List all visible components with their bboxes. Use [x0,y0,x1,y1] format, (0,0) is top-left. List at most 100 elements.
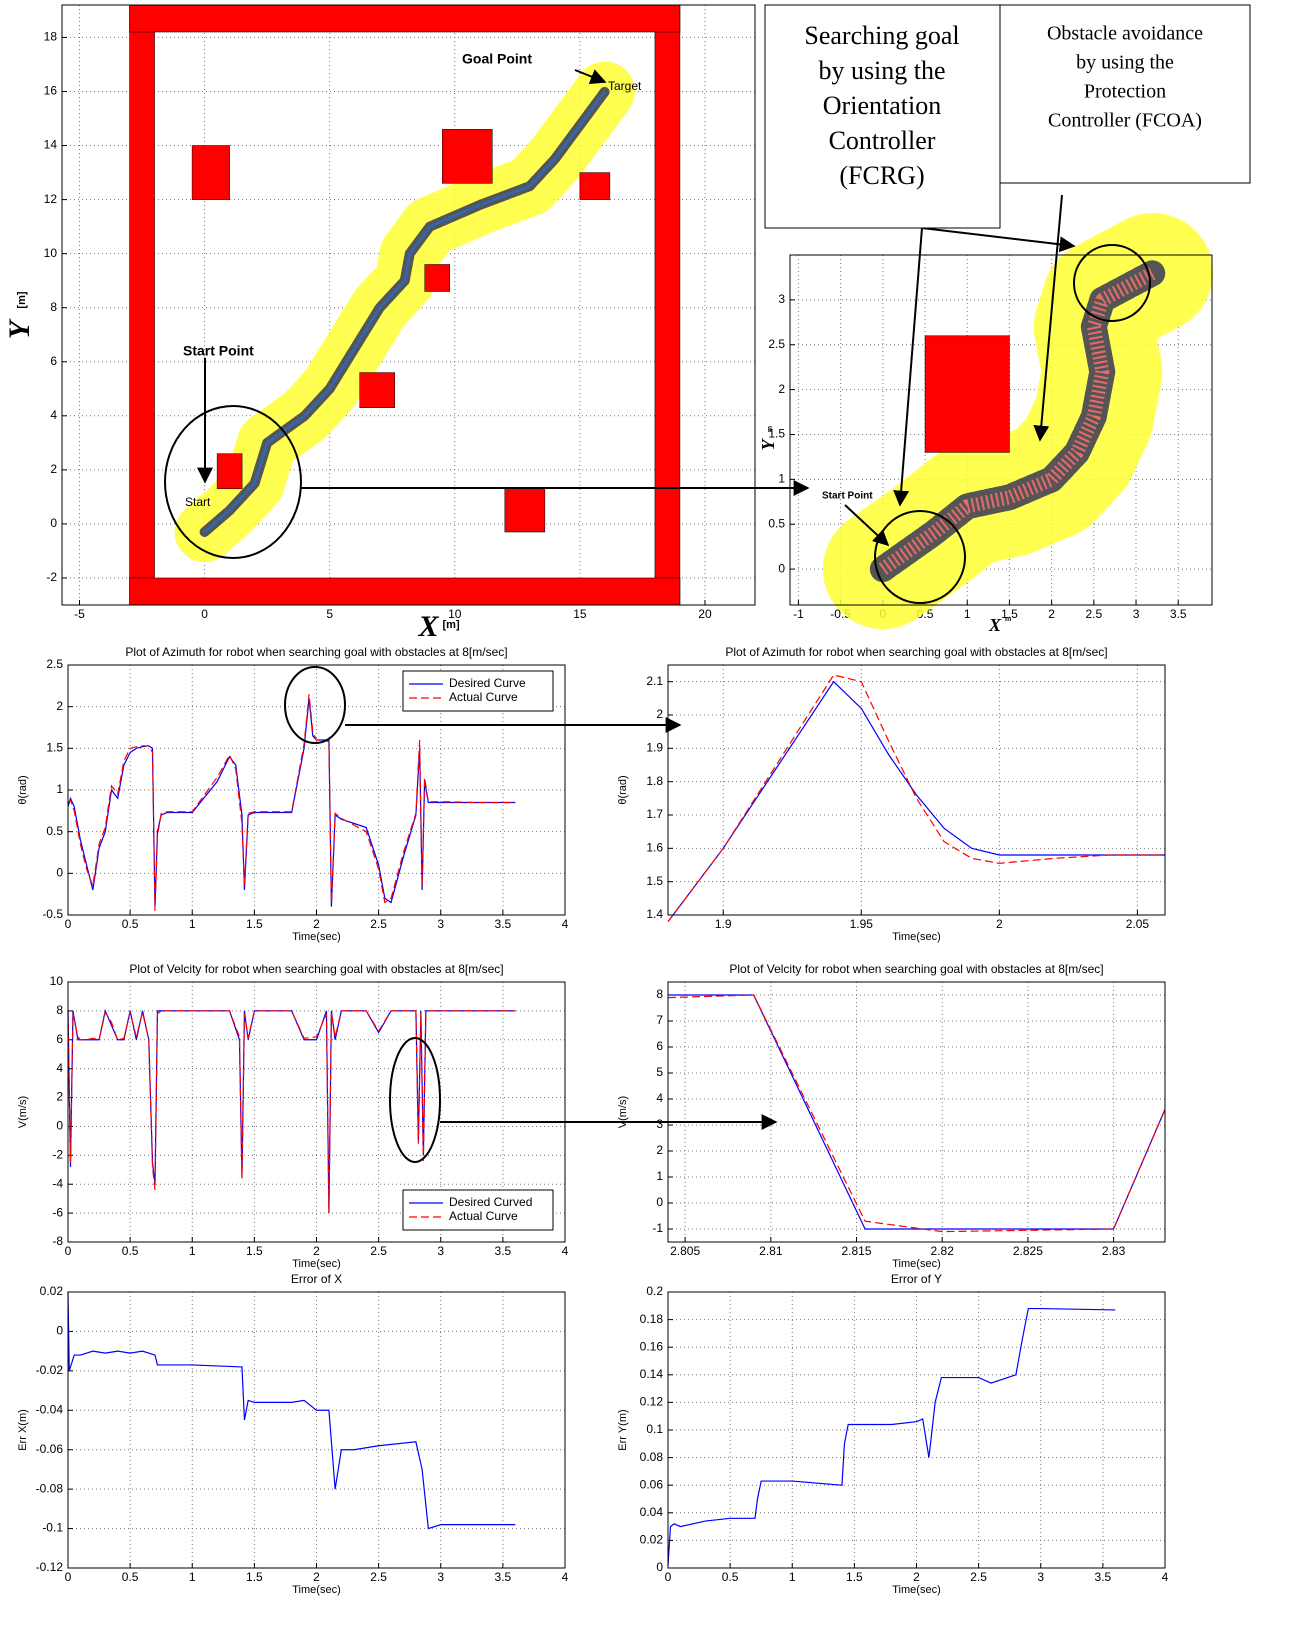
x-tick-label: 3 [1037,1570,1044,1584]
x-tick-label: 2.5 [370,1570,387,1584]
x-tick-label: 2 [996,917,1003,931]
plot-area [668,665,1165,915]
y-tick-label: 5 [656,1065,663,1079]
y-tick-label: 0.06 [640,1477,664,1491]
x-tick-label: 3.5 [1170,607,1187,621]
obstacle [360,373,395,408]
x-tick-label: 2.5 [970,1570,987,1584]
x-tick-label: -1 [793,607,804,621]
y-tick-label: 0 [778,561,785,575]
y-axis-label: Err X(m) [17,1409,29,1451]
x-tick-label: 3 [437,1570,444,1584]
x-tick-label: 0.5 [122,1244,139,1258]
x-axis-unit: m [1005,616,1011,623]
y-tick-label: -0.06 [36,1442,64,1456]
x-axis-label: X [988,615,1002,635]
legend-label: Actual Curve [449,1209,518,1223]
x-tick-label: 2.82 [931,1244,955,1258]
box-text: Controller [829,126,936,155]
y-tick-label: 1.7 [646,807,663,821]
chart-title: Error of X [291,1272,342,1286]
y-tick-label: 8 [56,1003,63,1017]
y-axis-unit: [m] [16,291,28,308]
x-tick-label: 4 [562,1570,569,1584]
y-tick-label: -0.04 [36,1402,64,1416]
y-tick-label: -0.02 [36,1363,64,1377]
x-axis-label: Time(sec) [892,931,940,943]
y-axis-label: Err Y(m) [617,1409,629,1450]
chart-body: 00.511.522.533.54-0.500.511.522.5Plot of… [17,645,569,943]
chart: 1.91.9522.051.41.51.61.71.81.922.1Plot o… [617,645,1165,943]
arrow [922,228,1074,246]
obstacle [130,5,155,605]
annotation: Start [185,495,211,509]
y-tick-label: -0.08 [36,1481,64,1495]
chart-body: 00.511.522.533.54-8-6-4-20246810Plot of … [17,962,569,1270]
y-axis-unit: m [767,426,774,432]
legend-label: Desired Curve [449,676,526,690]
plot-area [68,1292,565,1568]
chart: 00.511.522.533.5400.020.040.060.080.10.1… [617,1272,1169,1596]
y-tick-label: 3 [778,292,785,306]
y-tick-label: 1.6 [646,841,663,855]
x-tick-label: 0.5 [122,917,139,931]
y-tick-label: 1 [56,782,63,796]
x-tick-label: 1.9 [715,917,732,931]
obstacle [505,489,545,532]
box-text: Protection [1084,81,1166,103]
y-tick-label: 2 [56,1090,63,1104]
y-tick-label: 10 [44,246,58,260]
obstacle [442,129,492,183]
obstacle [192,146,230,200]
y-tick-label: -2 [52,1148,63,1162]
x-tick-label: 15 [573,607,587,621]
annotation: Start Point [822,491,873,502]
chart-body: -1-0.500.511.522.533.500.511.522.53Start… [758,255,1212,635]
legend-label: Desired Curved [449,1195,532,1209]
y-tick-label: -0.5 [42,907,63,921]
box-text: Controller (FCOA) [1048,110,1202,132]
box-text: Searching goal [804,21,959,50]
obstacle [130,5,680,32]
y-tick-label: 0.5 [768,516,785,530]
x-tick-label: 1 [964,607,971,621]
y-tick-label: 0 [50,516,57,530]
x-tick-label: 3.5 [495,1244,512,1258]
x-tick-label: 20 [698,607,712,621]
x-tick-label: 2 [313,1570,320,1584]
chart: 00.511.522.533.54-0.12-0.1-0.08-0.06-0.0… [17,1272,569,1596]
y-tick-label: 6 [56,1032,63,1046]
chart-body: 2.8052.812.8152.822.8252.83-1012345678Pl… [617,962,1165,1270]
y-tick-label: 0.2 [646,1284,663,1298]
x-tick-label: 2.815 [842,1244,872,1258]
y-axis-label: Y [3,318,36,339]
y-tick-label: 16 [44,84,58,98]
x-tick-label: 1 [789,1570,796,1584]
y-tick-label: -8 [52,1234,63,1248]
y-tick-label: 1 [656,1169,663,1183]
y-tick-label: 2 [50,462,57,476]
y-tick-label: 0.18 [640,1312,664,1326]
x-tick-label: 2.05 [1126,917,1150,931]
y-tick-label: 2 [56,699,63,713]
y-tick-label: -4 [52,1176,63,1190]
x-tick-label: 1 [189,1244,196,1258]
y-tick-label: 2 [656,707,663,721]
x-tick-label: 3 [1133,607,1140,621]
y-axis-label: θ(rad) [17,775,29,804]
x-tick-label: 4 [562,1244,569,1258]
y-tick-label: 1.4 [646,907,663,921]
x-tick-label: 1 [189,917,196,931]
x-tick-label: 2 [1048,607,1055,621]
x-axis-label: Time(sec) [892,1584,940,1596]
x-axis-label: Time(sec) [892,1258,940,1270]
y-tick-label: 4 [656,1091,663,1105]
y-tick-label: 0.14 [640,1367,664,1381]
obstacle [655,5,680,605]
x-tick-label: 4 [562,917,569,931]
y-tick-label: 6 [50,354,57,368]
y-tick-label: 18 [44,30,58,44]
chart-title: Plot of Velcity for robot when searching… [129,962,503,976]
